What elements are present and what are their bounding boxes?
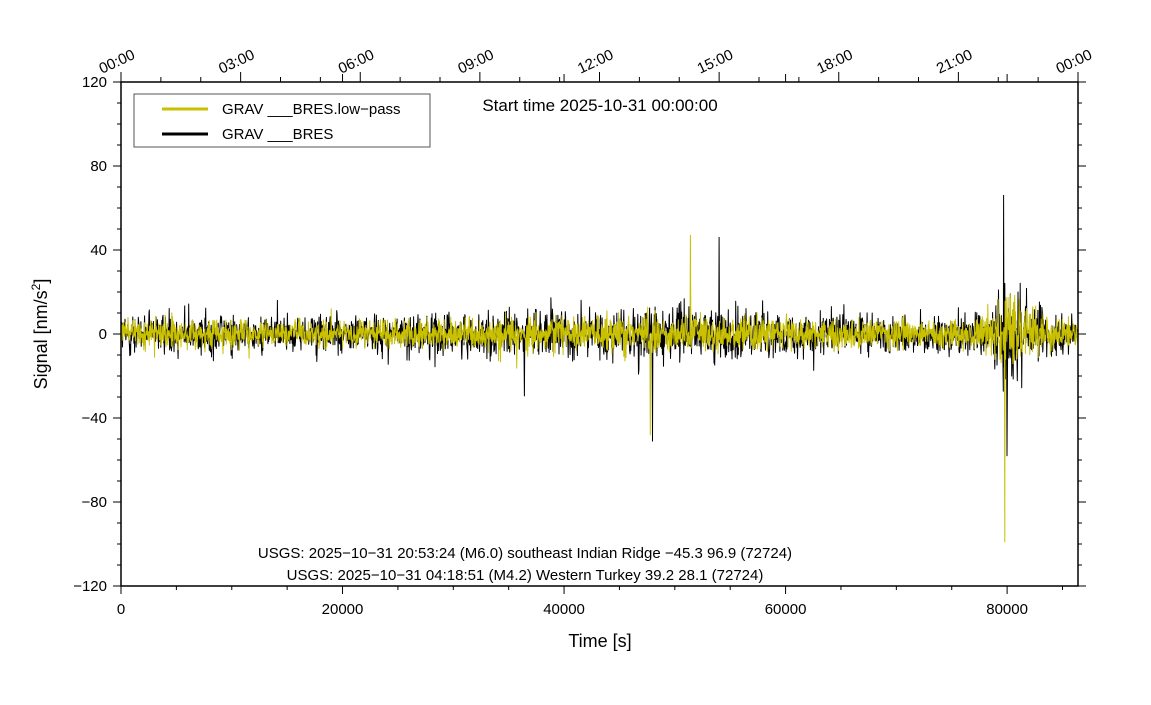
y-tick-label: −120 — [73, 578, 107, 595]
y-tick-label: 0 — [99, 326, 107, 343]
x-tick-label: 80000 — [986, 601, 1028, 618]
x-tick-label: 0 — [117, 601, 125, 618]
x-axis-title: Time [s] — [568, 631, 631, 651]
series-line-0 — [121, 234, 1078, 543]
y-tick-label: 40 — [90, 242, 107, 259]
y-axis-title-sup: 2 — [29, 283, 43, 290]
legend-label-low-pass: GRAV ___BRES.low−pass — [222, 101, 401, 118]
x-tick-label: 40000 — [543, 601, 585, 618]
legend-box — [133, 93, 431, 148]
legend-label-raw: GRAV ___BRES — [222, 126, 333, 143]
event-annotation-1: USGS: 2025−10−31 20:53:24 (M6.0) southea… — [258, 545, 792, 562]
data-layer — [121, 194, 1078, 543]
legend: GRAV ___BRES.low−pass GRAV ___BRES — [133, 93, 431, 148]
x-tick-label: 60000 — [765, 601, 807, 618]
x-tick-label: 20000 — [322, 601, 364, 618]
y-tick-label: 80 — [90, 158, 107, 175]
start-time-label: Start time 2025-10-31 00:00:00 — [482, 96, 717, 115]
y-axis-title: Signal [nm/s2] — [29, 279, 51, 390]
y-axis-title-end: ] — [31, 279, 51, 284]
y-tick-label: −80 — [82, 494, 107, 511]
y-axis-title-main: Signal [nm/s — [31, 290, 51, 389]
event-annotation-2: USGS: 2025−10−31 04:18:51 (M4.2) Western… — [287, 567, 764, 584]
y-tick-label: −40 — [82, 410, 107, 427]
y-tick-label: 120 — [82, 74, 107, 91]
